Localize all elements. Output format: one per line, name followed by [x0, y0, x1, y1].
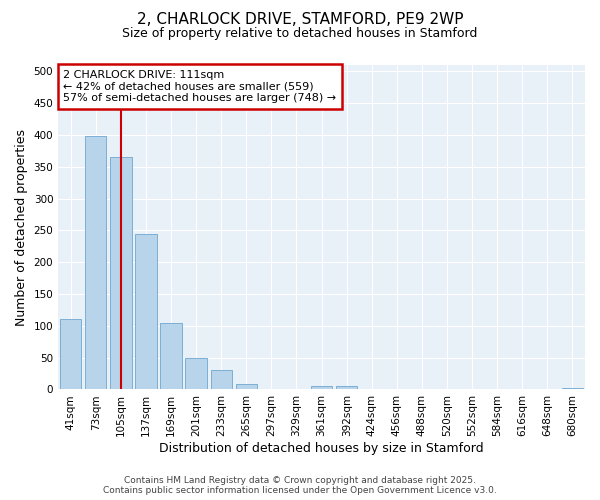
- Text: Contains HM Land Registry data © Crown copyright and database right 2025.
Contai: Contains HM Land Registry data © Crown c…: [103, 476, 497, 495]
- Bar: [562, 388, 583, 390]
- Bar: [60, 320, 82, 390]
- Bar: [311, 386, 332, 390]
- Bar: [110, 157, 131, 390]
- Text: Size of property relative to detached houses in Stamford: Size of property relative to detached ho…: [122, 28, 478, 40]
- Bar: [85, 136, 106, 390]
- Bar: [236, 384, 257, 390]
- Bar: [185, 358, 207, 390]
- Text: 2 CHARLOCK DRIVE: 111sqm
← 42% of detached houses are smaller (559)
57% of semi-: 2 CHARLOCK DRIVE: 111sqm ← 42% of detach…: [64, 70, 337, 103]
- Bar: [160, 322, 182, 390]
- Text: 2, CHARLOCK DRIVE, STAMFORD, PE9 2WP: 2, CHARLOCK DRIVE, STAMFORD, PE9 2WP: [137, 12, 463, 28]
- Bar: [211, 370, 232, 390]
- Y-axis label: Number of detached properties: Number of detached properties: [15, 128, 28, 326]
- Bar: [336, 386, 358, 390]
- X-axis label: Distribution of detached houses by size in Stamford: Distribution of detached houses by size …: [159, 442, 484, 455]
- Bar: [136, 234, 157, 390]
